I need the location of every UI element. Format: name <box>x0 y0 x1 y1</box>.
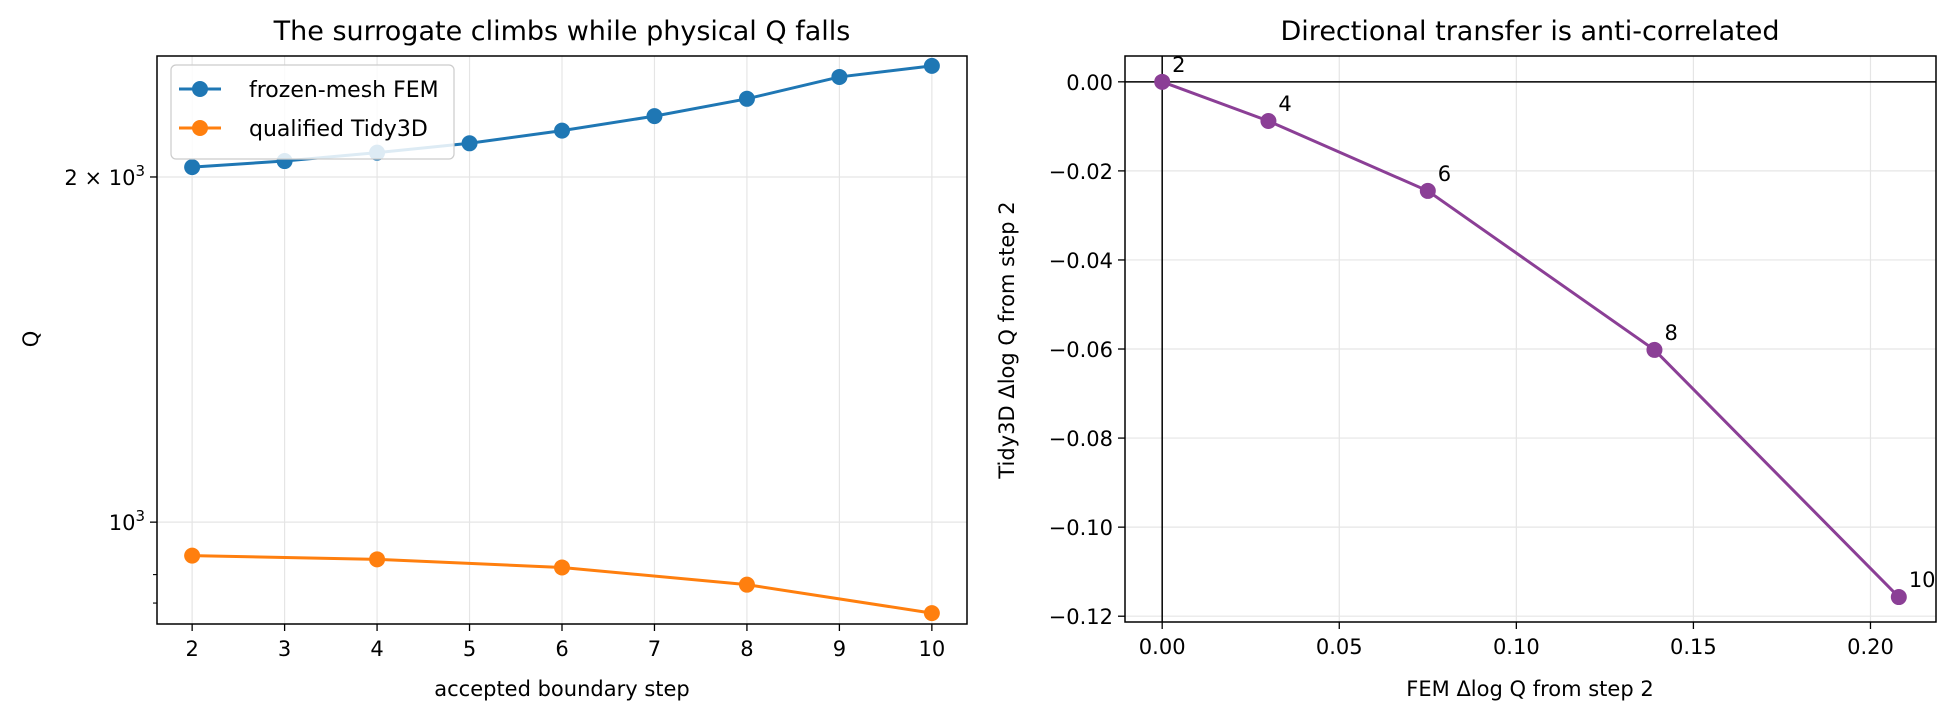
point-annotation: 8 <box>1664 321 1677 345</box>
x-tick-label: 10 <box>918 637 945 661</box>
series-1-point <box>923 605 940 622</box>
point-annotation: 6 <box>1438 162 1451 186</box>
legend-tidy3d-marker <box>192 120 208 136</box>
x-tick-label: 0.05 <box>1316 635 1363 659</box>
y-tick-label: −0.04 <box>1049 249 1113 273</box>
transfer-point <box>1646 341 1663 358</box>
x-tick-label: 2 <box>185 637 198 661</box>
series-0-point <box>461 135 478 152</box>
x-tick-label: 4 <box>370 637 383 661</box>
transfer-point <box>1260 113 1277 130</box>
x-tick-label: 6 <box>555 637 568 661</box>
transfer-points: 2 4 6 8 10 <box>1154 53 1936 606</box>
left-y-axis-label: Q <box>19 331 43 348</box>
left-legend: frozen-mesh FEM qualified Tidy3D <box>170 64 455 160</box>
legend-fem-label: frozen-mesh FEM <box>249 78 439 103</box>
series-0-point <box>646 108 663 125</box>
chart-right: 2 4 6 8 10 0.00 0.05 0.10 0.15 0.20 0.00 −0.02 −0.… <box>995 16 1937 701</box>
x-tick-label: 0.00 <box>1139 635 1186 659</box>
series-0-point <box>184 159 201 176</box>
legend-fem-marker <box>192 81 208 97</box>
x-tick-label: 0.20 <box>1847 635 1894 659</box>
x-tick-label: 3 <box>278 637 291 661</box>
legend-box <box>170 64 455 160</box>
series-1-point <box>738 576 755 593</box>
transfer-line <box>1161 80 1900 599</box>
right-axes-frame <box>1124 55 1937 623</box>
left-x-axis-label: accepted boundary step <box>434 677 690 701</box>
y-tick-label: −0.02 <box>1049 160 1113 184</box>
left-y-ticks: 2 × 103 103 <box>64 162 157 604</box>
x-tick-label: 0.10 <box>1493 635 1540 659</box>
point-annotation: 2 <box>1172 53 1185 77</box>
series-1-point <box>184 547 201 564</box>
series-0-point <box>554 122 570 139</box>
y-tick-label: −0.08 <box>1049 427 1113 451</box>
legend-tidy3d-label: qualified Tidy3D <box>249 117 428 142</box>
series-0-point <box>831 68 848 85</box>
y-tick-label: −0.10 <box>1049 516 1113 540</box>
left-chart-title: The surrogate climbs while physical Q fa… <box>273 16 851 47</box>
series-1-point <box>554 559 570 576</box>
transfer-point <box>1154 73 1171 90</box>
right-grid <box>1125 56 1936 622</box>
y-tick-label: 0.00 <box>1066 71 1113 95</box>
y-tick-label: 2 × 103 <box>64 162 145 190</box>
right-y-ticks: 0.00 −0.02 −0.04 −0.06 −0.08 −0.10 −0.12 <box>1049 71 1125 629</box>
x-tick-label: 0.15 <box>1670 635 1717 659</box>
right-x-ticks: 0.00 0.05 0.10 0.15 0.20 <box>1139 622 1894 659</box>
series-0-point <box>923 57 940 74</box>
y-tick-label: 103 <box>109 507 145 535</box>
point-annotation: 10 <box>1909 568 1936 592</box>
x-tick-label: 8 <box>740 637 753 661</box>
transfer-point <box>1419 182 1436 199</box>
right-x-axis-label: FEM Δlog Q from step 2 <box>1406 677 1653 701</box>
right-reference-lines <box>1125 56 1936 622</box>
x-tick-label: 9 <box>833 637 846 661</box>
series-1-point <box>369 551 386 568</box>
transfer-point <box>1890 589 1907 606</box>
right-y-axis-label: Tidy3D Δlog Q from step 2 <box>995 201 1019 479</box>
chart-left: 2 3 4 5 6 7 8 9 10 2 × 103 103 The surrogate clim… <box>19 16 968 701</box>
series-0-point <box>738 90 755 107</box>
y-tick-label: −0.06 <box>1049 338 1113 362</box>
x-tick-label: 7 <box>648 637 661 661</box>
left-x-ticks: 2 3 4 5 6 7 8 9 10 <box>185 624 945 661</box>
right-chart-title: Directional transfer is anti-correlated <box>1281 16 1780 47</box>
y-tick-label: −0.12 <box>1049 605 1113 629</box>
point-annotation: 4 <box>1278 92 1291 116</box>
x-tick-label: 5 <box>463 637 476 661</box>
